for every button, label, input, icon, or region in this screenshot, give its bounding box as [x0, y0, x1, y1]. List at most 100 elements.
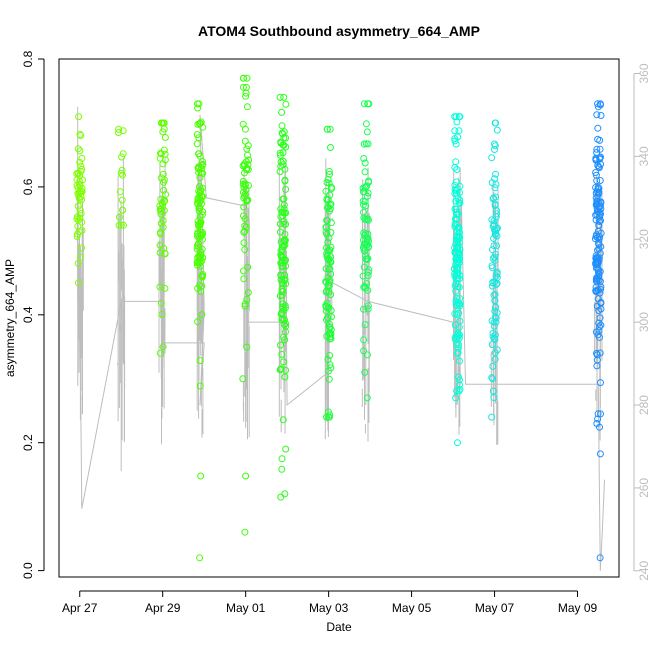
y2-tick-label: 260 — [637, 478, 650, 498]
data-point — [281, 490, 289, 498]
data-point — [364, 305, 372, 313]
data-point — [243, 74, 251, 82]
data-point — [278, 122, 286, 130]
data-point — [241, 300, 249, 308]
data-point — [77, 132, 85, 139]
data-point — [327, 364, 335, 372]
data-point — [195, 222, 202, 230]
data-point — [159, 170, 167, 178]
data-point — [159, 217, 167, 224]
data-point — [595, 256, 603, 264]
data-point — [159, 343, 167, 351]
data-point — [595, 188, 603, 196]
data-point — [198, 272, 206, 280]
data-point — [282, 280, 290, 288]
data-point — [196, 174, 204, 182]
data-point — [594, 415, 602, 423]
data-point — [277, 365, 285, 373]
data-point — [361, 159, 369, 167]
data-point — [75, 113, 83, 121]
data-point — [159, 223, 167, 231]
data-point — [326, 278, 333, 286]
data-point — [277, 493, 285, 501]
data-point — [241, 137, 249, 145]
x-tick-label: Apr 27 — [62, 601, 98, 615]
data-point — [240, 74, 248, 82]
data-point — [323, 230, 331, 238]
data-point — [322, 302, 330, 310]
data-point — [156, 349, 164, 357]
data-point — [452, 287, 460, 295]
data-point — [323, 179, 331, 186]
data-point — [361, 321, 369, 329]
data-point — [364, 255, 372, 263]
data-point — [493, 126, 501, 134]
data-point — [280, 141, 288, 149]
data-point — [280, 201, 288, 209]
data-point — [456, 182, 464, 190]
data-point — [322, 278, 330, 286]
data-point — [194, 100, 201, 108]
data-point — [451, 127, 459, 135]
data-point — [279, 161, 287, 169]
data-point — [276, 93, 284, 101]
data-point — [118, 166, 126, 174]
data-point — [456, 196, 464, 204]
data-point — [326, 352, 334, 359]
data-point — [325, 329, 333, 337]
data-point — [160, 186, 168, 194]
data-point — [278, 465, 286, 473]
data-point — [196, 382, 204, 390]
data-point — [594, 135, 602, 143]
data-point — [492, 170, 500, 178]
data-point — [239, 120, 247, 128]
data-point — [240, 183, 248, 191]
scatter-series-5 — [276, 93, 290, 501]
data-point — [490, 394, 498, 402]
data-point — [158, 310, 166, 318]
data-point — [491, 184, 499, 192]
data-point — [492, 180, 500, 188]
data-point — [594, 100, 601, 108]
data-point — [454, 236, 462, 244]
data-point — [490, 217, 498, 225]
y-tick-label: 0.0 — [21, 562, 35, 579]
data-point — [451, 113, 459, 121]
data-point — [364, 268, 372, 276]
data-point — [323, 196, 331, 204]
data-point — [118, 196, 126, 204]
data-point — [277, 271, 285, 279]
data-point — [78, 154, 86, 162]
data-point — [596, 154, 604, 162]
data-point — [76, 147, 84, 155]
data-point — [278, 278, 286, 286]
scatter-series-4 — [239, 74, 253, 536]
data-point — [491, 140, 498, 148]
chart-title: ATOM4 Southbound asymmetry_664_AMP — [198, 23, 480, 39]
data-point — [451, 186, 459, 194]
data-point — [74, 213, 81, 221]
data-point — [199, 158, 206, 165]
x-tick-label: May 03 — [309, 601, 349, 615]
data-point — [245, 156, 253, 164]
data-point — [596, 450, 604, 458]
data-point — [451, 137, 459, 145]
data-point — [491, 253, 499, 261]
data-point — [193, 245, 201, 253]
x-axis-label: Date — [326, 620, 352, 634]
data-point — [197, 197, 205, 204]
data-point — [592, 211, 600, 219]
scatter-series-9 — [488, 119, 501, 421]
data-point — [593, 351, 601, 359]
data-point — [282, 328, 289, 336]
data-point — [243, 296, 251, 303]
data-point — [363, 128, 371, 136]
data-point — [199, 271, 207, 278]
data-point — [278, 288, 286, 296]
data-point — [328, 183, 335, 191]
line-series-path — [77, 106, 605, 571]
data-point — [239, 188, 247, 196]
data-point — [451, 321, 459, 329]
data-point — [239, 180, 247, 188]
